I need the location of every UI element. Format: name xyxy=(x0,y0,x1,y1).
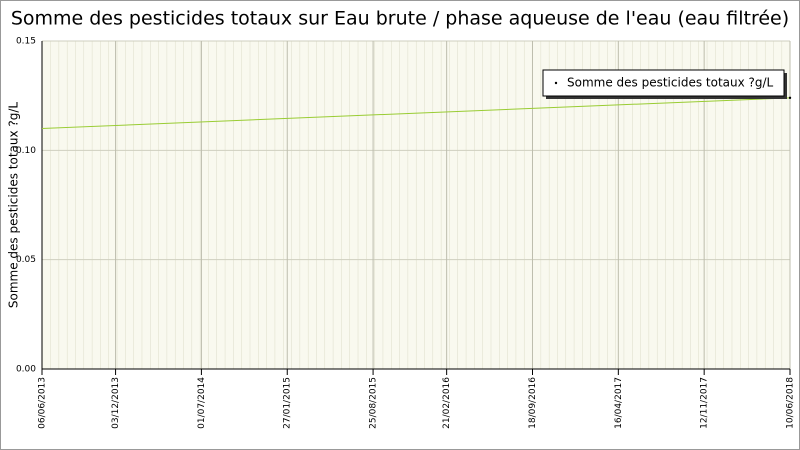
x-tick-label: 01/07/2014 xyxy=(197,377,207,429)
y-axis-label: Somme des pesticides totaux ?g/L xyxy=(7,102,21,309)
y-tick-label: 0.00 xyxy=(16,365,36,375)
y-tick-label: 0.10 xyxy=(16,146,36,156)
legend-marker xyxy=(554,81,558,85)
x-tick-label: 27/01/2015 xyxy=(283,377,293,429)
x-tick-label: 21/02/2016 xyxy=(442,377,452,429)
y-tick-label: 0.15 xyxy=(16,37,36,47)
legend-label: Somme des pesticides totaux ?g/L xyxy=(567,76,774,90)
legend-box xyxy=(542,69,785,97)
y-tick-label: 0.05 xyxy=(16,255,36,265)
x-tick-label: 25/08/2015 xyxy=(369,377,379,429)
point xyxy=(788,96,792,100)
series-line xyxy=(41,97,791,129)
x-tick-label: 16/04/2017 xyxy=(614,377,624,429)
chart-title: Somme des pesticides totaux sur Eau brut… xyxy=(11,8,789,30)
x-tick-label: 06/06/2013 xyxy=(38,377,48,429)
x-tick-label: 03/12/2013 xyxy=(111,377,121,429)
x-tick-label: 12/11/2017 xyxy=(700,377,710,429)
x-tick-label: 10/06/2018 xyxy=(786,377,796,429)
x-tick-label: 18/09/2016 xyxy=(528,377,538,429)
